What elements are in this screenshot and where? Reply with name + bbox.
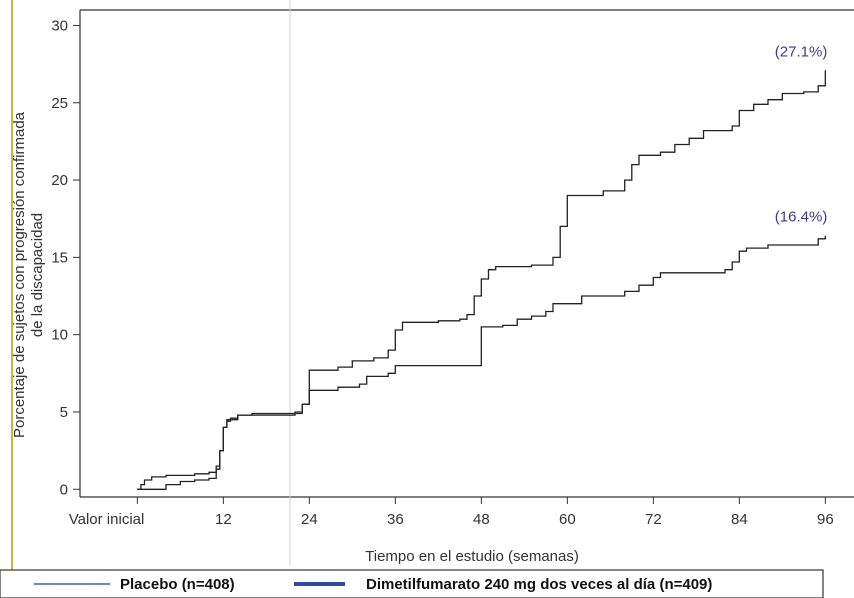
- y-tick-label-2: 10: [51, 327, 68, 344]
- y-axis-title-line-1: Porcentaje de sujetos con progresión con…: [11, 111, 28, 438]
- x-ticks: Valor inicial 12 24 36 48 60 72 84 96: [69, 497, 834, 528]
- legend-label-dimetilfumarato: Dimetilfumarato 240 mg dos veces al día …: [366, 576, 712, 593]
- y-tick-label-1: 5: [60, 404, 68, 421]
- y-axis-title: Porcentaje de sujetos con progresión con…: [11, 111, 46, 438]
- x-tick-label-0: Valor inicial: [69, 511, 145, 528]
- legend: Placebo (n=408) Dimetilfumarato 240 mg d…: [0, 569, 824, 598]
- legend-label-placebo: Placebo (n=408): [120, 576, 235, 593]
- x-tick-label-4: 48: [473, 511, 490, 528]
- end-label-0: (27.1%): [775, 43, 828, 60]
- x-tick-label-7: 84: [731, 511, 748, 528]
- x-tick-label-5: 60: [559, 511, 576, 528]
- y-axis-title-line-2: de la discapacidad: [29, 213, 46, 337]
- series-line-1: [137, 235, 826, 490]
- x-tick-label-3: 36: [387, 511, 404, 528]
- x-tick-label-2: 24: [301, 511, 318, 528]
- y-tick-label-3: 15: [51, 249, 68, 266]
- end-label-1: (16.4%): [775, 209, 828, 226]
- x-tick-label-1: 12: [215, 511, 232, 528]
- legend-box: [0, 569, 824, 598]
- y-tick-label-6: 30: [51, 17, 68, 34]
- x-tick-label-8: 96: [817, 511, 834, 528]
- plot-frame: [79, 9, 854, 498]
- x-tick-label-6: 72: [645, 511, 662, 528]
- x-axis-title: Tiempo en el estudio (semanas): [365, 548, 579, 565]
- series-line-0: [137, 70, 826, 490]
- y-ticks: 0 5 10 15 20 25 30: [51, 17, 80, 498]
- y-tick-label-5: 25: [51, 95, 68, 112]
- y-tick-label-4: 20: [51, 172, 68, 189]
- series-group: (27.1%) (16.4%): [137, 43, 828, 490]
- y-tick-label-0: 0: [60, 481, 68, 498]
